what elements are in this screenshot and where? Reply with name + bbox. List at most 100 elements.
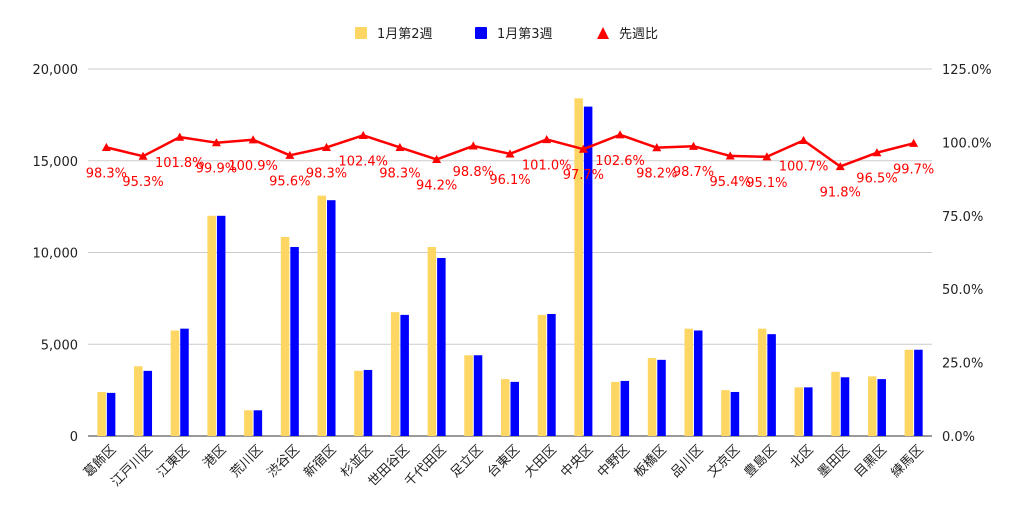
ratio-data-label: 98.2%: [636, 167, 677, 182]
bar-week3: [547, 313, 556, 436]
left-axis-tick-label: 20,000: [33, 63, 79, 78]
data-labels: 98.3%95.3%101.8%99.9%100.9%95.6%98.3%102…: [86, 154, 935, 201]
ratio-point-marker: [872, 148, 882, 157]
ratio-point-marker: [725, 151, 735, 160]
bar-week3: [216, 215, 226, 436]
ratio-point-marker: [432, 154, 442, 164]
gridlines: [88, 68, 932, 437]
bar-week2: [867, 376, 877, 436]
x-axis-tick-label: 港区: [200, 442, 229, 471]
bar-week2: [97, 391, 106, 436]
ratio-point-marker: [468, 141, 478, 150]
x-axis-tick-label: 中央区: [558, 442, 596, 480]
x-axis-tick-label: 練馬区: [889, 442, 927, 480]
x-axis-tick-label: 大田区: [522, 442, 560, 480]
left-axis-tick-label: 0: [70, 430, 78, 445]
x-axis-tick-label: 墨田区: [815, 442, 853, 480]
left-axis-tick-label: 5,000: [41, 338, 78, 353]
bar-week2: [317, 195, 327, 436]
bar-week2: [721, 390, 730, 436]
ratio-data-label: 97.7%: [563, 168, 604, 183]
legend-label: 1月第2週: [377, 27, 433, 42]
ratio-data-label: 99.7%: [893, 162, 934, 177]
ratio-data-label: 98.3%: [379, 166, 420, 181]
bar-week2: [574, 98, 583, 437]
bar-week3: [473, 355, 483, 436]
ratio-data-label: 98.3%: [306, 166, 347, 181]
right-axis-tick-label: 100.0%: [942, 136, 992, 151]
bars: [97, 98, 923, 437]
bar-week3: [914, 349, 923, 436]
ratio-data-label: 94.2%: [416, 178, 457, 193]
bar-week3: [877, 379, 886, 436]
ratio-data-label: 100.9%: [228, 159, 278, 174]
bar-week3: [253, 410, 263, 436]
ratio-data-label: 98.8%: [453, 165, 494, 180]
ratio-data-label: 95.4%: [710, 175, 751, 190]
bar-week2: [464, 355, 473, 436]
ratio-point-marker: [395, 142, 405, 151]
bar-week3: [143, 370, 153, 436]
bar-week3: [583, 106, 593, 437]
bar-week2: [501, 379, 510, 436]
ratio-data-label: 102.6%: [595, 154, 645, 169]
x-axis-tick-label: 江東区: [154, 442, 193, 481]
ratio-point-marker: [248, 135, 258, 144]
x-axis-tick-label: 板橋区: [632, 442, 670, 480]
right-axis: 0.0% 25.0% 50.0% 75.0% 100.0% 125.0%: [942, 63, 992, 445]
ratio-point-marker: [799, 135, 809, 144]
ratio-data-label: 99.9%: [196, 162, 237, 177]
bar-week3: [180, 328, 189, 436]
bar-week2: [244, 410, 253, 436]
ratio-data-label: 91.8%: [820, 185, 861, 200]
right-axis-tick-label: 50.0%: [942, 283, 983, 298]
x-axis-tick-label: 品川区: [668, 442, 706, 480]
x-axis-tick-label: 中野区: [595, 442, 633, 480]
x-axis-tick-label: 新宿区: [301, 442, 340, 481]
ratio-point-marker: [615, 130, 625, 139]
bar-week2: [904, 349, 914, 436]
bar-week3: [510, 381, 519, 436]
ratio-point-marker: [101, 142, 111, 151]
ratio-point-marker: [138, 151, 148, 160]
bar-week2: [611, 381, 620, 436]
ratio-point-marker: [578, 144, 588, 153]
ratio-point-marker: [909, 138, 919, 147]
x-axis-tick-label: 渋谷区: [265, 442, 303, 480]
ratio-data-label: 96.5%: [856, 172, 897, 187]
x-axis-tick-label: 目黒区: [852, 442, 890, 480]
ratio-data-label: 101.0%: [522, 158, 572, 173]
ratio-data-label: 95.3%: [122, 175, 163, 190]
bar-week3: [730, 391, 740, 436]
ratio-data-label: 95.1%: [746, 176, 787, 191]
ratio-point-marker: [762, 152, 772, 161]
ratio-point-marker: [652, 143, 662, 152]
legend-marker-ratio: [597, 27, 609, 39]
bar-week2: [170, 330, 180, 436]
bar-week3: [767, 334, 776, 436]
ratio-data-label: 95.6%: [269, 174, 310, 189]
bar-week3: [437, 258, 446, 436]
ratio-data-label: 101.8%: [155, 156, 205, 171]
right-axis-tick-label: 75.0%: [942, 210, 983, 225]
ratio-point-marker: [835, 161, 845, 171]
right-axis-tick-label: 0.0%: [942, 430, 975, 445]
bar-week3: [620, 380, 630, 436]
x-axis-tick-label: 豊島区: [742, 442, 780, 480]
ratio-point-marker: [175, 132, 185, 141]
bar-week2: [757, 328, 767, 436]
ratio-point-marker: [542, 134, 552, 144]
bar-week2: [794, 387, 804, 436]
ratio-data-label: 102.4%: [338, 154, 388, 169]
bar-week2: [537, 314, 547, 436]
ratio-point-marker: [322, 142, 332, 151]
ratio-point-marker: [285, 150, 295, 159]
bar-week3: [363, 369, 373, 436]
bar-week3: [804, 387, 813, 436]
ratio-data-label: 100.7%: [779, 159, 829, 174]
ratio-line: [101, 130, 919, 171]
ratio-point-marker: [211, 138, 221, 147]
ratio-data-label: 96.1%: [489, 173, 530, 188]
